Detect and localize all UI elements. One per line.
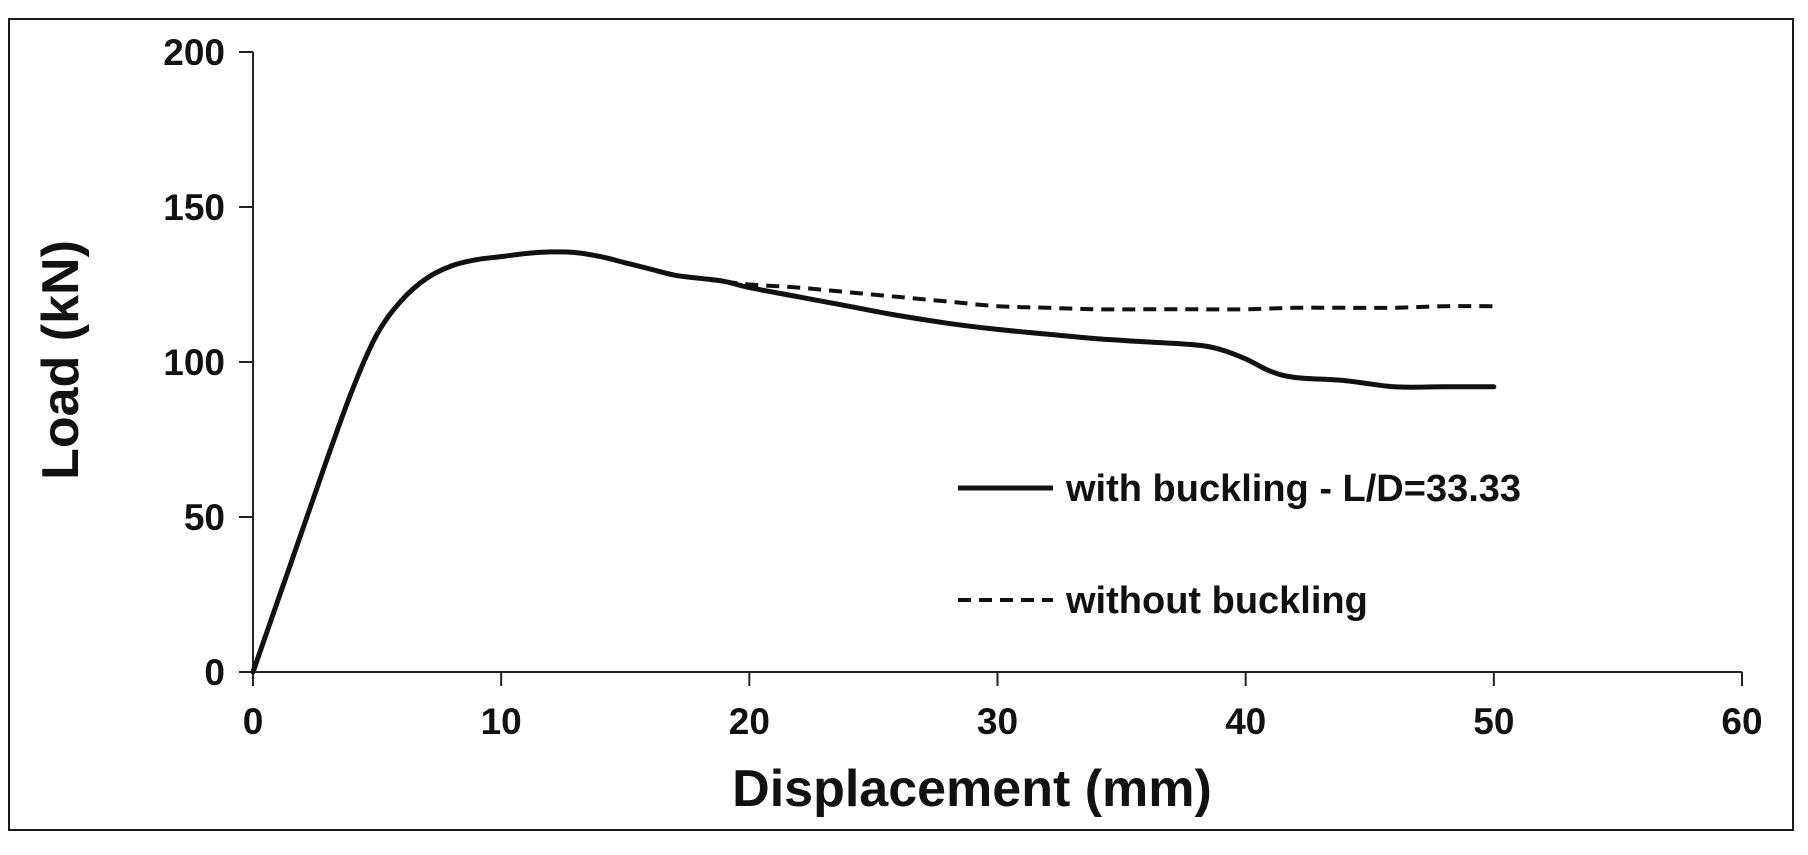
legend: with buckling - L/D=33.33 without buckli… (958, 468, 1521, 622)
legend-item-with-buckling: with buckling - L/D=33.33 (958, 468, 1521, 510)
x-tick-label: 60 (1721, 701, 1762, 742)
legend-item-without-buckling: without buckling (958, 580, 1368, 622)
chart-frame (8, 18, 1794, 831)
x-tick-label: 40 (1225, 701, 1266, 742)
y-tick-label: 150 (163, 187, 225, 228)
series-layer (250, 249, 1497, 675)
y-axis-title: Load (kN) (32, 240, 90, 480)
legend-label-without-buckling: without buckling (1065, 580, 1368, 622)
x-tick-label: 30 (977, 701, 1018, 742)
y-axis-ticks: 0 50 100 150 200 (163, 32, 253, 693)
series-line-without-buckling (724, 279, 1494, 312)
y-tick-label: 0 (204, 652, 225, 693)
x-axis-title: Displacement (mm) (732, 760, 1212, 818)
x-tick-label: 20 (729, 701, 770, 742)
x-tick-label: 10 (481, 701, 522, 742)
y-tick-label: 50 (184, 497, 225, 538)
y-tick-label: 200 (163, 32, 225, 73)
x-tick-label: 50 (1473, 701, 1514, 742)
x-axis-ticks: 0 10 20 30 40 50 60 (243, 672, 1763, 742)
y-tick-label: 100 (163, 342, 225, 383)
series-line-with-buckling (250, 249, 1497, 675)
x-tick-label: 0 (243, 701, 264, 742)
axes (252, 52, 1742, 673)
legend-label-with-buckling: with buckling - L/D=33.33 (1065, 468, 1521, 510)
